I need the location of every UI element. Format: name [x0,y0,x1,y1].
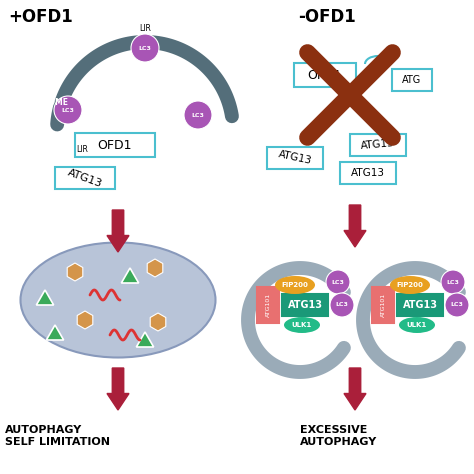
Text: FIP200: FIP200 [397,282,423,288]
Text: ATG101: ATG101 [265,293,271,317]
FancyBboxPatch shape [75,133,155,157]
Ellipse shape [284,317,320,333]
Text: ATG13: ATG13 [361,138,395,152]
Polygon shape [121,268,139,283]
Text: +OFD1: +OFD1 [8,8,73,26]
Text: FIP200: FIP200 [282,282,309,288]
Text: -OFD1: -OFD1 [298,8,356,26]
Text: LC3: LC3 [138,46,151,51]
Text: LIR: LIR [139,24,151,33]
Text: LIR: LIR [76,145,88,154]
Text: ULK1: ULK1 [292,322,312,328]
Ellipse shape [390,276,430,294]
Text: LC3: LC3 [62,108,74,112]
FancyArrow shape [344,205,366,247]
Polygon shape [36,290,54,305]
FancyBboxPatch shape [372,287,394,323]
Circle shape [445,293,469,317]
Circle shape [441,270,465,294]
Polygon shape [137,332,154,347]
Polygon shape [147,259,163,277]
Polygon shape [150,313,166,331]
Text: LC3: LC3 [447,280,459,284]
Text: ATG13: ATG13 [66,167,104,189]
Text: LC3: LC3 [331,280,345,284]
Circle shape [326,270,350,294]
Text: OFD1: OFD1 [98,138,132,152]
Text: LC3: LC3 [451,302,464,308]
Text: LC3: LC3 [191,112,204,118]
Polygon shape [77,311,93,329]
FancyBboxPatch shape [294,63,356,87]
Text: ATG: ATG [402,75,422,85]
Ellipse shape [20,243,216,357]
Text: ATG13: ATG13 [288,300,322,310]
FancyBboxPatch shape [267,147,323,169]
Text: LC3: LC3 [336,302,348,308]
Text: HAGOSOME: HAGOSOME [18,98,68,107]
Text: LIR: LIR [373,61,383,67]
Text: ATG13: ATG13 [351,168,385,178]
FancyBboxPatch shape [340,162,396,184]
Text: OFD1: OFD1 [308,69,342,82]
Text: ATG101: ATG101 [381,293,385,317]
Polygon shape [46,325,64,340]
Ellipse shape [275,276,315,294]
FancyArrow shape [107,368,129,410]
FancyBboxPatch shape [350,134,406,156]
Circle shape [131,34,159,62]
FancyBboxPatch shape [55,167,115,189]
Text: ATG13: ATG13 [402,300,438,310]
FancyArrow shape [107,210,129,252]
Ellipse shape [399,317,435,333]
Text: ATG13: ATG13 [277,150,313,166]
FancyBboxPatch shape [397,294,443,316]
FancyBboxPatch shape [282,294,328,316]
Polygon shape [67,263,83,281]
Text: EXCESSIVE
AUTOPHAGY: EXCESSIVE AUTOPHAGY [300,425,377,447]
Circle shape [330,293,354,317]
Text: AUTOPHAGY
SELF LIMITATION: AUTOPHAGY SELF LIMITATION [5,425,110,447]
Circle shape [54,96,82,124]
Circle shape [184,101,212,129]
FancyBboxPatch shape [257,287,279,323]
FancyBboxPatch shape [392,69,432,91]
Text: ULK1: ULK1 [407,322,427,328]
FancyArrow shape [344,368,366,410]
